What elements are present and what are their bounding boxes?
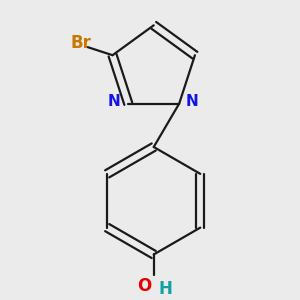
Text: N: N xyxy=(185,94,198,109)
Text: H: H xyxy=(158,280,172,298)
Text: N: N xyxy=(108,94,121,109)
Text: O: O xyxy=(137,277,152,295)
Text: Br: Br xyxy=(71,34,92,52)
